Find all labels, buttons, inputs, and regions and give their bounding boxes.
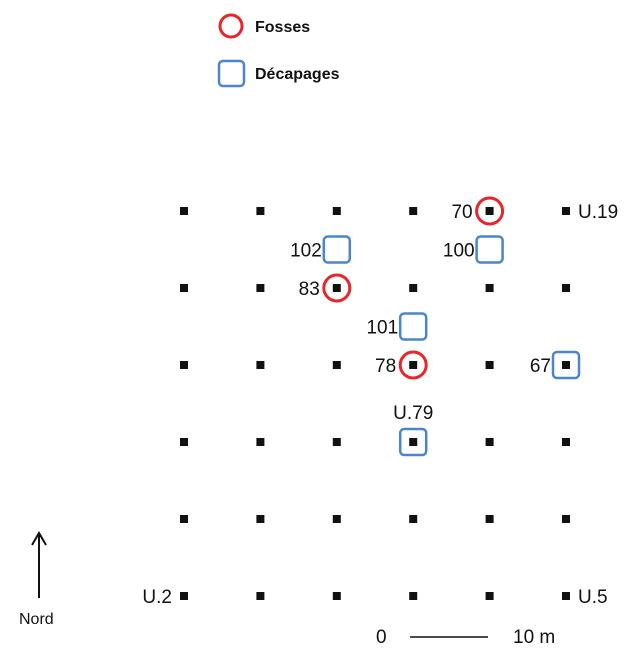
legend: Fosses Décapages (217, 13, 340, 88)
black-square-icon (409, 361, 418, 369)
black-square-icon (485, 592, 494, 600)
black-square-icon (256, 592, 265, 600)
black-square-icon (485, 438, 494, 446)
decapage-marker (475, 235, 504, 264)
black-square-icon (562, 515, 570, 523)
black-square-icon (332, 592, 341, 600)
black-square-icon (256, 515, 265, 523)
scale-end-label: 10 m (513, 627, 555, 648)
black-square-icon (485, 284, 494, 292)
red-circle-icon (218, 13, 244, 39)
black-square-icon (256, 284, 265, 292)
black-square-icon (332, 515, 341, 523)
grid-markers (180, 207, 570, 600)
decapage-marker (398, 427, 428, 457)
fosse-label: 83 (299, 279, 320, 300)
decapage-label: 101 (366, 318, 398, 339)
unit-labels: U.19 U.2 U.5 (142, 202, 618, 608)
black-square-icon (256, 438, 265, 446)
decapage-label: U.79 (393, 403, 433, 424)
black-square-icon (485, 207, 494, 215)
fosse-marker (475, 196, 505, 226)
fosse-label: 70 (451, 202, 472, 223)
black-square-icon (332, 438, 341, 446)
black-square-icon (180, 284, 188, 292)
black-square-icon (180, 438, 188, 446)
black-square-icon (332, 284, 341, 292)
black-square-icon (409, 592, 418, 600)
black-square-icon (485, 361, 494, 369)
unit-label: U.2 (142, 587, 172, 608)
black-square-icon (409, 515, 418, 523)
legend-decapages-label: Décapages (255, 66, 340, 83)
scale-bar: 0 10 m (376, 627, 555, 648)
scale-start-label: 0 (376, 627, 387, 648)
black-square-icon (562, 438, 570, 446)
north-indicator: Nord (19, 531, 54, 628)
black-square-icon (180, 515, 188, 523)
black-square-icon (562, 284, 570, 292)
black-square-icon (409, 284, 418, 292)
black-square-icon (180, 361, 188, 369)
black-square-icon (180, 592, 188, 600)
unit-label: U.5 (578, 587, 608, 608)
decapage-marker (551, 350, 581, 380)
decapage-label: 67 (530, 356, 551, 377)
black-square-icon (409, 438, 418, 446)
black-square-icon (485, 515, 494, 523)
unit-label: U.19 (578, 202, 618, 223)
decapage-marker (398, 312, 428, 341)
blue-square-icon (217, 59, 246, 88)
black-square-icon (409, 207, 418, 215)
decapage-label: 102 (290, 241, 322, 262)
north-arrow-icon (31, 531, 47, 598)
decapage-marker (322, 235, 352, 264)
fosse-marker (398, 350, 428, 380)
black-square-icon (562, 592, 570, 600)
black-square-icon (332, 207, 341, 215)
black-square-icon (256, 361, 265, 369)
fosse-label: 78 (375, 356, 396, 377)
fosse-marker (322, 273, 352, 303)
features: 70 83 78 102 100 101 67 U.79 (290, 196, 581, 457)
black-square-icon (180, 207, 188, 215)
north-label: Nord (19, 611, 54, 628)
black-square-icon (562, 361, 570, 369)
decapage-label: 100 (443, 241, 475, 262)
legend-fosses-label: Fosses (255, 19, 310, 36)
black-square-icon (562, 207, 570, 215)
black-square-icon (256, 207, 265, 215)
black-square-icon (332, 361, 341, 369)
